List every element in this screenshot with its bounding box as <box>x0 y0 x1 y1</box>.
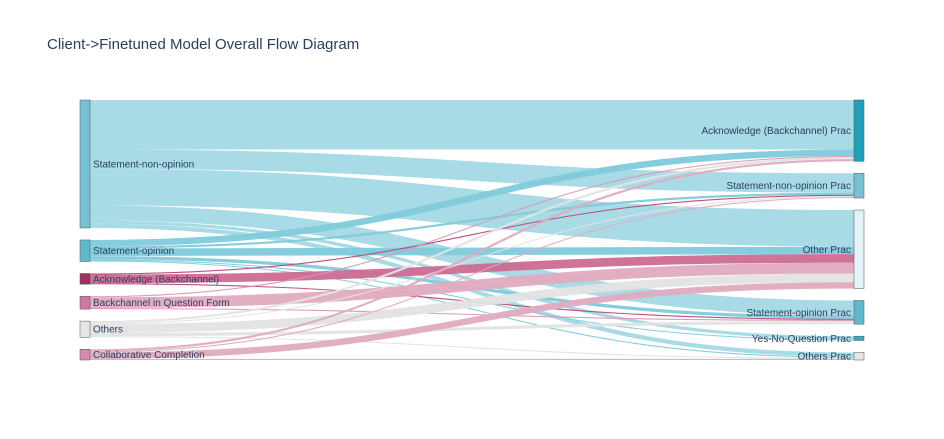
node-label-acknowledge-backchannel-prac: Acknowledge (Backchannel) Prac <box>701 126 851 137</box>
node-statement-non-opinion[interactable] <box>79 99 91 229</box>
flow-link-ack-to-oth[interactable] <box>89 254 855 284</box>
flow-link-so-to-oth[interactable] <box>89 246 855 257</box>
flow-link-bq-to-so[interactable] <box>89 308 855 321</box>
node-label-statement-opinion: Statement-opinion <box>93 246 174 257</box>
node-label-statement-non-opinion-prac: Statement-non-opinion Prac <box>726 181 851 192</box>
node-label-backchannel-in-question-form: Backchannel in Question Form <box>93 298 230 309</box>
flow-link-oth-to-others[interactable] <box>89 336 855 359</box>
node-label-yes-no-question-prac: Yes-No-Question Prac <box>752 334 851 345</box>
node-others-prac[interactable] <box>853 352 865 361</box>
flow-links <box>89 99 855 360</box>
flow-link-sno-to-oth[interactable] <box>89 168 855 247</box>
node-statement-non-opinion-prac[interactable] <box>853 173 865 199</box>
flow-link-oth-to-ack[interactable] <box>89 156 855 324</box>
flow-link-so-to-ack[interactable] <box>89 149 855 247</box>
node-label-statement-opinion-prac: Statement-opinion Prac <box>746 308 851 319</box>
node-acknowledge-backchannel[interactable] <box>79 273 91 285</box>
node-label-others: Others <box>93 325 123 336</box>
node-labels: Statement-non-opinion Statement-opinion Ac… <box>93 126 851 363</box>
flow-link-so-to-others[interactable] <box>89 260 855 358</box>
flow-link-bq-to-oth[interactable] <box>89 262 855 309</box>
page-title: Client->Finetuned Model Overall Flow Dia… <box>47 36 360 53</box>
flow-link-oth-to-sno[interactable] <box>89 195 855 325</box>
flow-nodes <box>79 99 865 361</box>
node-label-statement-non-opinion: Statement-non-opinion <box>93 159 194 170</box>
flow-link-cc-to-sno[interactable] <box>89 196 855 353</box>
flow-link-cc-to-oth[interactable] <box>89 282 855 359</box>
flow-link-oth-to-oth[interactable] <box>89 273 855 333</box>
node-others[interactable] <box>79 320 91 338</box>
node-collaborative-completion[interactable] <box>79 348 91 361</box>
node-label-collaborative-completion: Collaborative Completion <box>93 350 205 361</box>
node-yes-no-question-prac[interactable] <box>853 335 865 341</box>
node-acknowledge-backchannel-prac[interactable] <box>853 99 865 162</box>
node-other-prac[interactable] <box>853 209 865 289</box>
flow-link-sno-to-sno[interactable] <box>89 149 855 193</box>
flow-link-ack-to-sno[interactable] <box>89 194 855 275</box>
node-backchannel-in-question-form[interactable] <box>79 295 91 310</box>
node-statement-opinion[interactable] <box>79 239 91 262</box>
flow-link-cc-to-ack[interactable] <box>89 159 855 352</box>
node-label-others-prac: Others Prac <box>798 352 851 363</box>
flow-link-oth-to-so[interactable] <box>89 320 855 337</box>
flow-link-so-to-sno[interactable] <box>89 192 855 249</box>
node-statement-opinion-prac[interactable] <box>853 300 865 325</box>
flow-link-bq-to-ack[interactable] <box>89 155 855 298</box>
flow-link-sno-to-yn[interactable] <box>89 220 855 340</box>
node-label-other-prac: Other Prac <box>803 245 851 256</box>
node-label-acknowledge-backchannel: Acknowledge (Backchannel) <box>93 274 219 285</box>
